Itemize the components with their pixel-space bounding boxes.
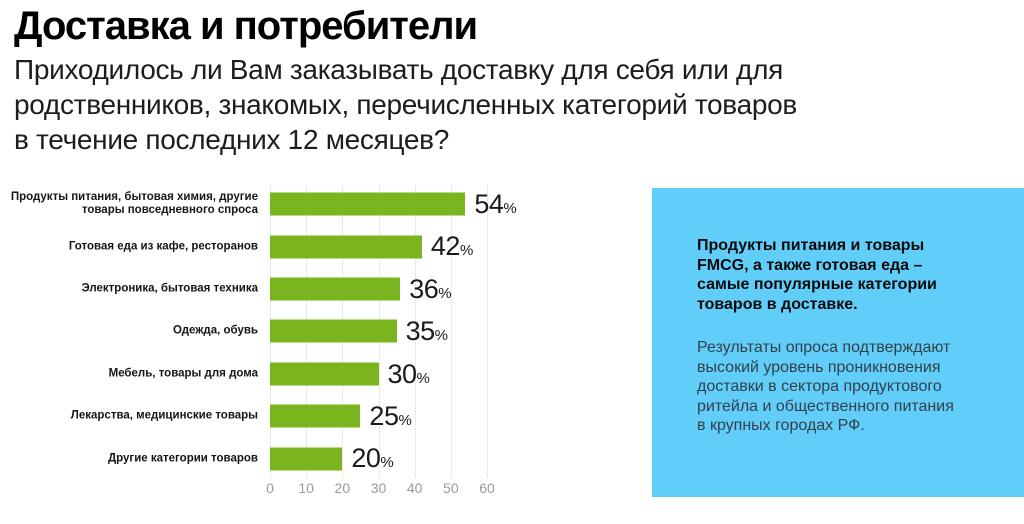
x-tick-label: 20 (334, 480, 351, 496)
chart-row: Другие категории товаров 20% (0, 437, 640, 479)
value-label: 42% (431, 225, 473, 267)
category-label: Другие категории товаров (107, 452, 258, 465)
percent-sign: % (416, 369, 430, 387)
value-number: 30 (387, 358, 418, 389)
bar (270, 235, 422, 259)
bar (270, 319, 397, 343)
chart-row: Одежда, обувь 35% (0, 310, 640, 352)
category-label: Лекарства, медицинские товары (70, 409, 258, 422)
percent-sign: % (398, 412, 412, 429)
x-tick-label: 30 (370, 480, 387, 496)
x-tick-label: 0 (266, 480, 274, 496)
subtitle-question: Приходилось ли Вам заказывать доставку д… (14, 52, 797, 157)
chart-row: Лекарства, медицинские товары 25% (0, 395, 640, 437)
percent-sign: % (459, 242, 474, 260)
x-gridline (450, 185, 452, 478)
value-label: 25% (369, 395, 411, 437)
value-label: 30% (388, 353, 430, 395)
chart-row: Готовая еда из кафе, ресторанов 42% (0, 225, 640, 267)
category-label: Мебель, товары для дома (108, 367, 258, 380)
category-label: Продукты питания, бытовая химия, другие … (10, 191, 258, 217)
value-label: 35% (406, 310, 448, 352)
value-label: 36% (409, 268, 451, 310)
value-number: 54 (474, 189, 504, 219)
callout-box: Продукты питания и товары FMCG, а также … (652, 188, 1024, 497)
category-label: Одежда, обувь (173, 324, 258, 337)
bar (270, 277, 401, 301)
value-label: 20% (351, 437, 393, 479)
bar (270, 192, 466, 216)
chart-row: Электроника, бытовая техника 36% (0, 268, 640, 310)
page-title: Доставка и потребители (14, 4, 478, 48)
x-gridline (487, 185, 489, 478)
subtitle-line: родственников, знакомых, перечисленных к… (14, 89, 797, 120)
value-number: 42 (430, 231, 461, 262)
subtitle-line: в течение последних 12 месяцев? (14, 124, 450, 155)
bar-chart: 0 10 20 30 40 50 60 Продукты питания, бытовая х… (0, 183, 640, 513)
callout-body: Результаты опроса подтверждают высокий у… (697, 339, 954, 434)
bar (270, 362, 379, 386)
subtitle-line: Приходилось ли Вам заказывать доставку д… (14, 54, 783, 85)
bar (270, 404, 361, 428)
category-label: Готовая еда из кафе, ресторанов (68, 240, 258, 253)
chart-row: Продукты питания, бытовая химия, другие … (0, 183, 640, 225)
value-number: 20 (351, 443, 381, 474)
value-number: 25 (369, 401, 399, 431)
percent-sign: % (434, 327, 448, 345)
value-number: 36 (409, 273, 439, 304)
value-label: 54% (474, 183, 516, 225)
x-tick-label: 10 (298, 480, 314, 496)
category-label: Электроника, бытовая техника (81, 282, 258, 295)
bar (270, 447, 343, 471)
x-tick-label: 60 (479, 480, 495, 496)
x-tick-label: 40 (406, 480, 423, 496)
x-tick-label: 50 (443, 480, 459, 496)
x-gridline (414, 185, 416, 478)
chart-row: Мебель, товары для дома 30% (0, 353, 640, 395)
value-number: 35 (405, 316, 436, 347)
callout-heading: Продукты питания и товары FMCG, а также … (697, 237, 937, 313)
percent-sign: % (503, 200, 517, 217)
percent-sign: % (438, 284, 452, 302)
percent-sign: % (380, 454, 394, 472)
